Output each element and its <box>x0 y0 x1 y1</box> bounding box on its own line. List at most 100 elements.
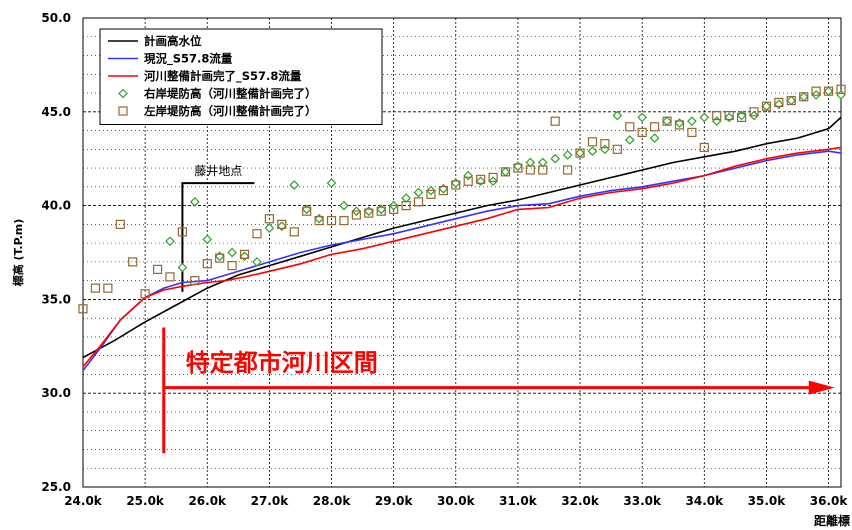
left-bank-point <box>823 86 834 96</box>
right-bank-point <box>637 112 648 123</box>
y-tick-label: 40.0 <box>41 199 71 213</box>
x-tick-label: 27.0k <box>251 494 290 508</box>
legend: 計画高水位現況_S57.8流量河川整備計画完了_S57.8流量右岸堤防高（河川整… <box>99 28 383 125</box>
left-bank-point <box>451 180 461 190</box>
right-bank-point <box>786 95 797 106</box>
left-bank-point <box>488 172 498 183</box>
right-bank-point <box>165 236 175 247</box>
left-bank-point <box>165 272 175 282</box>
left-bank-point <box>314 216 324 226</box>
x-tick-label: 36.0k <box>810 494 849 508</box>
x-tick-label: 32.0k <box>561 494 600 508</box>
left-bank-point <box>339 216 349 226</box>
plot-frame <box>82 17 842 488</box>
right-bank-point <box>537 157 548 168</box>
x-tick-label: 25.0k <box>126 494 165 508</box>
left-bank-point <box>438 185 448 196</box>
y-tick-label: 35.0 <box>41 292 71 306</box>
fujii-point-label: 藤井地点 <box>194 164 242 178</box>
legend-label: 右岸堤防高（河川整備計画完了） <box>143 87 317 101</box>
right-bank-point <box>475 176 486 187</box>
series-lines <box>82 116 842 372</box>
right-bank-point <box>662 116 672 127</box>
right-bank-point <box>339 200 349 211</box>
left-bank-point <box>326 216 337 226</box>
left-bank-point <box>736 112 747 123</box>
left-bank-point <box>351 210 361 220</box>
right-bank-point <box>798 91 809 102</box>
left-bank-point <box>302 206 312 216</box>
right-bank-point <box>687 116 697 127</box>
left-bank-point <box>128 257 138 267</box>
right-bank-point <box>376 204 387 215</box>
right-bank-point <box>649 133 660 143</box>
left-bank-point <box>215 253 225 263</box>
special-river-section <box>162 327 835 454</box>
right-bank-point <box>761 101 772 112</box>
left-bank-point <box>575 148 585 158</box>
left-bank-point <box>140 289 150 299</box>
right-bank-point <box>363 206 374 217</box>
right-bank-point <box>239 251 250 262</box>
left-bank-point <box>289 227 299 237</box>
right-bank-point <box>264 223 275 233</box>
left-bank-point <box>600 139 610 149</box>
x-tick-label: 28.0k <box>313 494 352 508</box>
right-bank-point <box>674 118 685 128</box>
section-label: 特定都市河川区間 <box>186 349 378 377</box>
left-bank-point <box>538 165 548 175</box>
left-bank-point <box>587 137 598 147</box>
left-bank-point <box>761 101 772 111</box>
left-bank-point <box>674 120 685 130</box>
x-tick-label: 24.0k <box>64 494 103 508</box>
left-bank-point <box>699 142 709 153</box>
left-bank-point <box>476 174 486 184</box>
right-bank-point <box>450 178 461 188</box>
left-bank-point <box>749 107 759 117</box>
left-bank-point <box>662 116 672 126</box>
right-bank-point <box>612 110 623 121</box>
x-tick-label: 29.0k <box>375 494 414 508</box>
left-bank-point <box>811 86 821 96</box>
left-bank-point <box>612 144 622 154</box>
legend-swatch-square <box>118 106 128 116</box>
x-tick-label: 31.0k <box>499 494 538 508</box>
legend-label: 計画高水位 <box>144 34 202 48</box>
right-bank-point <box>525 157 536 168</box>
left-bank-point <box>786 95 796 106</box>
right-bank-point <box>562 150 573 160</box>
right-bank-point <box>214 251 225 262</box>
x-tick-label: 30.0k <box>437 494 476 508</box>
left-bank-point <box>239 249 250 259</box>
left-bank-point <box>426 189 436 199</box>
right-bank-point <box>575 148 585 158</box>
right-bank-point <box>401 193 411 203</box>
right-bank-point <box>252 257 262 267</box>
left-bank-point <box>413 197 424 207</box>
y-tick-label: 25.0 <box>41 480 71 494</box>
right-bank-point <box>463 170 474 181</box>
right-bank-point <box>774 99 784 110</box>
left-bank-point <box>376 206 386 216</box>
left-bank-point <box>637 127 647 138</box>
legend-swatch-diamond <box>118 88 128 99</box>
right-bank-point <box>587 146 598 157</box>
right-bank-point <box>736 110 747 121</box>
y-tick-label: 45.0 <box>41 105 71 119</box>
series-line-1 <box>82 150 842 372</box>
right-bank-point <box>314 213 324 224</box>
left-bank-point <box>177 227 188 237</box>
right-bank-point <box>699 112 710 123</box>
left-bank-point <box>227 261 237 271</box>
right-bank-point <box>202 234 213 245</box>
x-tick-label: 35.0k <box>748 494 787 508</box>
legend-label: 現況_S57.8流量 <box>144 52 233 67</box>
right-bank-point <box>711 116 722 127</box>
legend-label: 河川整備計画完了_S57.8流量 <box>144 69 302 84</box>
fujii-marker-line <box>181 182 255 292</box>
right-bank-point <box>438 183 449 194</box>
left-bank-point <box>115 219 125 229</box>
right-bank-point <box>227 247 237 258</box>
right-bank-point <box>413 187 424 198</box>
left-bank-point <box>78 304 88 314</box>
